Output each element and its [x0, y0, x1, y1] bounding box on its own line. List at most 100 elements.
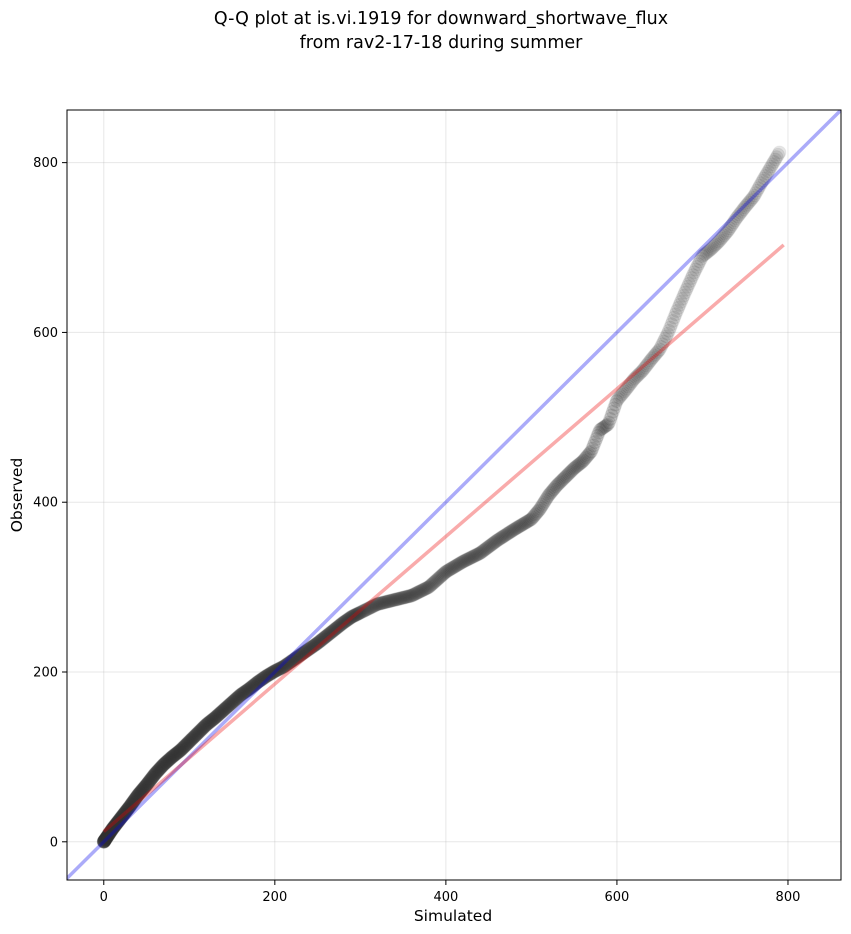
data-point	[366, 599, 381, 614]
data-point	[359, 602, 374, 617]
data-point	[265, 665, 280, 680]
data-point	[420, 580, 435, 595]
data-point	[474, 545, 489, 560]
data-point	[197, 719, 212, 734]
data-point	[660, 326, 675, 341]
data-point	[555, 473, 570, 488]
data-point	[254, 672, 269, 687]
data-point	[759, 166, 774, 181]
data-point	[590, 428, 605, 443]
data-point	[386, 593, 401, 608]
data-point	[226, 694, 241, 709]
data-point	[259, 669, 274, 684]
data-point	[228, 692, 243, 707]
data-point	[740, 197, 755, 212]
data-point	[295, 646, 310, 661]
data-point	[108, 817, 123, 832]
data-point	[256, 670, 271, 685]
data-point	[141, 775, 156, 790]
data-point	[405, 588, 420, 603]
data-point	[734, 204, 749, 219]
data-point	[330, 620, 345, 635]
data-point	[536, 495, 551, 510]
data-point	[506, 522, 521, 537]
data-point	[145, 770, 160, 785]
data-point	[98, 832, 113, 847]
data-point	[408, 586, 423, 601]
data-point	[510, 520, 525, 535]
data-point	[410, 585, 425, 600]
data-point	[581, 447, 596, 462]
data-point	[235, 686, 250, 701]
data-point	[663, 320, 678, 335]
data-point	[656, 334, 671, 349]
data-point	[561, 466, 576, 481]
data-point	[379, 594, 394, 609]
data-point	[202, 715, 217, 730]
data-point	[305, 639, 320, 654]
data-point	[577, 451, 592, 466]
data-point	[118, 805, 133, 820]
data-point	[512, 519, 527, 534]
data-point	[570, 458, 585, 473]
data-point	[121, 801, 136, 816]
data-point	[354, 604, 369, 619]
data-point	[199, 717, 214, 732]
data-point	[535, 497, 550, 512]
data-point	[312, 634, 327, 649]
data-point	[241, 682, 256, 697]
data-point	[571, 457, 586, 472]
data-point	[422, 579, 437, 594]
data-point	[239, 683, 254, 698]
data-point	[111, 814, 126, 829]
data-point	[104, 822, 119, 837]
data-point	[609, 394, 624, 409]
data-point	[524, 512, 539, 527]
data-point	[217, 702, 232, 717]
data-point	[625, 374, 640, 389]
data-point	[522, 513, 537, 528]
data-point	[719, 225, 734, 240]
data-point	[223, 697, 238, 712]
data-point	[189, 727, 204, 742]
data-point	[473, 546, 488, 561]
data-point	[317, 630, 332, 645]
data-point	[415, 583, 430, 598]
data-point	[374, 595, 389, 610]
data-point	[431, 571, 446, 586]
data-point	[167, 748, 182, 763]
data-point	[364, 600, 379, 615]
data-point	[638, 360, 653, 375]
data-point	[346, 608, 361, 623]
data-point	[717, 228, 732, 243]
data-point	[229, 692, 244, 707]
data-point	[100, 829, 115, 844]
data-point	[115, 808, 130, 823]
data-point	[728, 213, 743, 228]
data-point	[284, 654, 299, 669]
data-point	[246, 678, 261, 693]
data-point	[490, 532, 505, 547]
data-point	[741, 195, 756, 210]
data-point	[664, 317, 679, 332]
data-point	[552, 475, 567, 490]
data-point	[550, 477, 565, 492]
data-point	[669, 303, 684, 318]
data-point	[636, 361, 651, 376]
data-point	[479, 541, 494, 556]
data-point	[283, 654, 298, 669]
data-point	[97, 833, 112, 848]
data-point	[202, 714, 217, 729]
data-point	[182, 734, 197, 749]
data-point	[218, 701, 233, 716]
data-point	[171, 744, 186, 759]
data-point	[102, 826, 117, 841]
data-point	[185, 731, 200, 746]
data-point	[198, 718, 213, 733]
data-point	[684, 271, 699, 286]
data-point	[163, 751, 178, 766]
data-point	[612, 390, 627, 405]
data-points	[96, 145, 787, 849]
data-point	[99, 830, 114, 845]
data-point	[380, 594, 395, 609]
